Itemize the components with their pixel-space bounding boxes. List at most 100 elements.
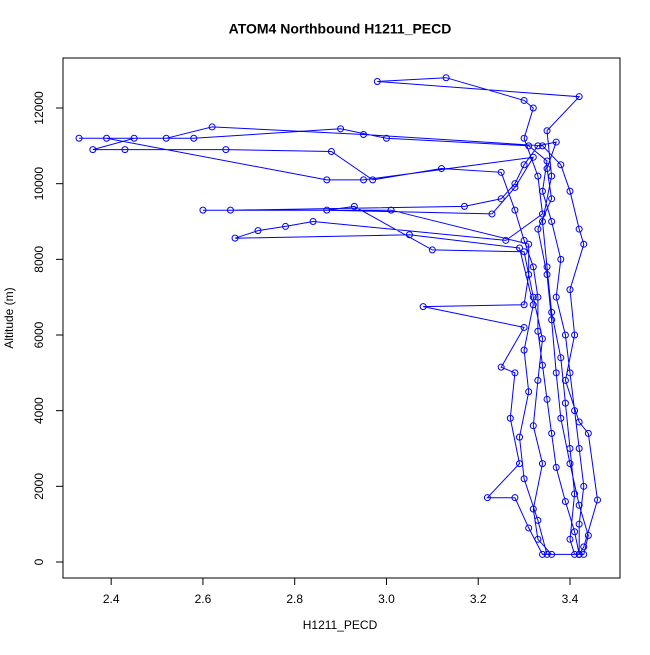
data-point (511, 494, 519, 502)
data-point (561, 497, 569, 505)
y-axis-label: Altitude (m) (2, 287, 16, 348)
data-point (566, 286, 574, 294)
data-point (538, 550, 546, 558)
data-point (538, 460, 546, 468)
data-point (580, 543, 588, 551)
data-point (548, 429, 556, 437)
data-point (594, 496, 602, 504)
plot-frame (62, 57, 621, 579)
data-point (511, 183, 519, 191)
x-tick-label: 3.4 (562, 592, 579, 606)
data-point (516, 433, 524, 441)
data-point (538, 187, 546, 195)
data-point (580, 550, 588, 558)
data-point (520, 248, 528, 256)
data-point (460, 202, 468, 210)
data-point (121, 146, 129, 154)
data-point (575, 501, 583, 509)
data-point (360, 176, 368, 184)
x-tick-label: 2.6 (195, 592, 212, 606)
data-point (529, 104, 537, 112)
data-point (575, 550, 583, 558)
y-tick-label: 4000 (32, 397, 46, 424)
chart-title: ATOM4 Northbound H1211_PECD (229, 21, 452, 37)
data-point (529, 505, 537, 513)
data-point (566, 369, 574, 377)
data-point (548, 195, 556, 203)
data-point (428, 246, 436, 254)
data-point (534, 516, 542, 524)
data-point (405, 231, 413, 239)
data-point (438, 165, 446, 173)
data-point (543, 270, 551, 278)
data-point (525, 524, 533, 532)
data-point (506, 414, 514, 422)
data-point (516, 244, 524, 252)
data-point (580, 240, 588, 248)
data-point (552, 293, 560, 301)
data-point (525, 240, 533, 248)
data-point (543, 127, 551, 135)
data-point (525, 270, 533, 278)
data-point (529, 263, 537, 271)
data-point (309, 218, 317, 226)
data-point (516, 460, 524, 468)
data-point (226, 206, 234, 214)
data-point (534, 142, 542, 150)
data-point (557, 161, 565, 169)
x-tick-label: 2.8 (286, 592, 303, 606)
data-point (511, 206, 519, 214)
data-point (571, 550, 579, 558)
data-point (566, 535, 574, 543)
data-point (520, 96, 528, 104)
data-point (282, 222, 290, 230)
data-point (483, 494, 491, 502)
data-point (538, 210, 546, 218)
data-point (538, 335, 546, 343)
data-point (561, 376, 569, 384)
y-tick-label: 8000 (32, 246, 46, 273)
data-point (350, 202, 358, 210)
data-point (442, 74, 450, 82)
y-tick-label: 0 (32, 558, 46, 565)
data-point (534, 327, 542, 335)
data-point (497, 363, 505, 371)
data-point (584, 429, 592, 437)
data-point (538, 218, 546, 226)
data-point (387, 206, 395, 214)
data-point (557, 414, 565, 422)
data-point (543, 157, 551, 165)
data-point (130, 134, 138, 142)
data-point (575, 445, 583, 453)
data-point (575, 418, 583, 426)
data-point (566, 187, 574, 195)
data-point (571, 528, 579, 536)
data-point (534, 376, 542, 384)
data-point (566, 445, 574, 453)
data-point (529, 422, 537, 430)
x-tick-label: 3.0 (378, 592, 395, 606)
data-point (231, 234, 239, 242)
data-point (520, 134, 528, 142)
data-point (534, 172, 542, 180)
data-point (520, 301, 528, 309)
data-point (373, 78, 381, 86)
data-point (529, 301, 537, 309)
y-tick-label: 2000 (32, 473, 46, 500)
data-point (190, 134, 198, 142)
data-point (488, 210, 496, 218)
y-tick-label: 6000 (32, 321, 46, 348)
data-point (575, 93, 583, 101)
data-point (543, 395, 551, 403)
data-point (520, 161, 528, 169)
data-point (534, 225, 542, 233)
data-point (534, 535, 542, 543)
data-point (548, 172, 556, 180)
data-point (575, 225, 583, 233)
data-point (548, 550, 556, 558)
data-point (254, 227, 262, 235)
x-tick-label: 2.4 (103, 592, 120, 606)
data-point (571, 331, 579, 339)
data-point (369, 176, 377, 184)
